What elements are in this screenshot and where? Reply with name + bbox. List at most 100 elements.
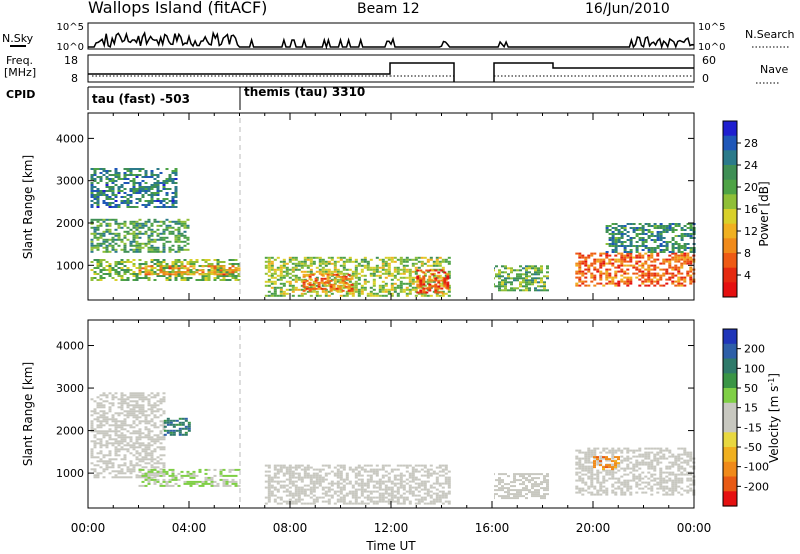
- data-cell: [123, 456, 127, 459]
- data-cell: [234, 474, 238, 477]
- data-cell: [270, 280, 274, 283]
- data-cell: [399, 482, 403, 485]
- data-cell: [378, 496, 382, 499]
- data-cell: [378, 492, 382, 495]
- data-cell: [387, 486, 391, 489]
- data-cell: [117, 271, 121, 273]
- data-cell: [447, 260, 451, 263]
- data-cell: [581, 457, 585, 460]
- data-cell: [93, 234, 97, 237]
- data-cell: [587, 467, 591, 470]
- data-cell: [336, 476, 340, 479]
- data-cell: [593, 453, 597, 456]
- data-cell: [363, 464, 367, 467]
- data-cell: [270, 272, 274, 275]
- data-cell: [318, 258, 322, 261]
- data-cell: [159, 420, 163, 423]
- data-cell: [677, 235, 681, 237]
- data-cell: [620, 260, 624, 263]
- data-cell: [123, 246, 127, 249]
- data-cell: [507, 281, 510, 284]
- data-cell: [141, 394, 145, 397]
- data-cell: [297, 476, 301, 479]
- data-cell: [384, 256, 388, 259]
- data-cell: [437, 279, 441, 282]
- data-cell: [105, 184, 109, 186]
- data-cell: [267, 492, 271, 495]
- data-cell: [219, 261, 223, 263]
- data-cell: [363, 490, 367, 493]
- data-cell: [644, 447, 648, 450]
- data-cell: [123, 202, 127, 204]
- data-cell: [156, 273, 160, 276]
- freq-label-line2: [MHz]: [4, 66, 36, 79]
- data-cell: [429, 258, 433, 261]
- data-cell: [375, 294, 379, 297]
- data-cell: [126, 271, 130, 273]
- data-cell: [99, 261, 103, 263]
- data-cell: [635, 268, 639, 271]
- data-cell: [288, 478, 292, 481]
- data-cell: [297, 288, 301, 291]
- data-cell: [108, 204, 112, 206]
- data-cell: [327, 486, 331, 489]
- data-cell: [608, 459, 612, 462]
- data-cell: [333, 490, 337, 493]
- data-cell: [417, 260, 421, 263]
- data-cell: [513, 277, 516, 280]
- data-cell: [605, 466, 608, 469]
- data-cell: [626, 465, 630, 468]
- data-cell: [264, 266, 268, 269]
- data-cell: [447, 480, 451, 483]
- data-cell: [408, 502, 412, 505]
- data-cell: [384, 488, 388, 491]
- data-cell: [402, 474, 406, 477]
- data-cell: [123, 418, 127, 421]
- data-cell: [279, 498, 283, 501]
- data-cell: [234, 271, 238, 273]
- data-cell: [378, 274, 382, 277]
- data-cell: [680, 258, 684, 261]
- cpid-segment-label: tau (fast) -503: [92, 92, 190, 106]
- data-cell: [432, 262, 436, 265]
- data-cell: [126, 279, 130, 281]
- data-cell: [156, 259, 160, 261]
- data-cell: [111, 430, 115, 433]
- data-cell: [180, 234, 184, 237]
- data-cell: [129, 174, 133, 176]
- data-cell: [279, 486, 283, 489]
- data-cell: [222, 269, 226, 271]
- data-cell: [689, 266, 693, 269]
- data-cell: [159, 206, 163, 208]
- data-cell: [132, 232, 136, 235]
- data-cell: [578, 489, 582, 492]
- data-cell: [129, 412, 133, 415]
- data-cell: [177, 261, 181, 263]
- data-cell: [345, 292, 349, 295]
- data-cell: [129, 228, 133, 231]
- data-cell: [671, 489, 675, 492]
- data-cell: [345, 502, 349, 505]
- data-cell: [653, 274, 657, 277]
- data-cell: [129, 470, 133, 473]
- data-cell: [108, 267, 112, 269]
- data-cell: [584, 473, 588, 476]
- data-cell: [132, 442, 136, 445]
- data-cell: [495, 489, 498, 492]
- data-cell: [326, 281, 330, 284]
- data-cell: [641, 272, 645, 275]
- data-cell: [153, 440, 157, 443]
- data-cell: [282, 258, 286, 261]
- data-cell: [528, 287, 531, 290]
- data-cell: [608, 464, 611, 467]
- data-cell: [396, 496, 400, 499]
- data-cell: [180, 246, 184, 249]
- data-cell: [138, 428, 142, 431]
- data-cell: [129, 426, 133, 429]
- data-cell: [159, 472, 163, 475]
- data-cell: [111, 404, 115, 407]
- data-cell: [153, 273, 157, 275]
- data-cell: [186, 474, 190, 477]
- data-cell: [381, 488, 385, 491]
- data-cell: [138, 192, 142, 194]
